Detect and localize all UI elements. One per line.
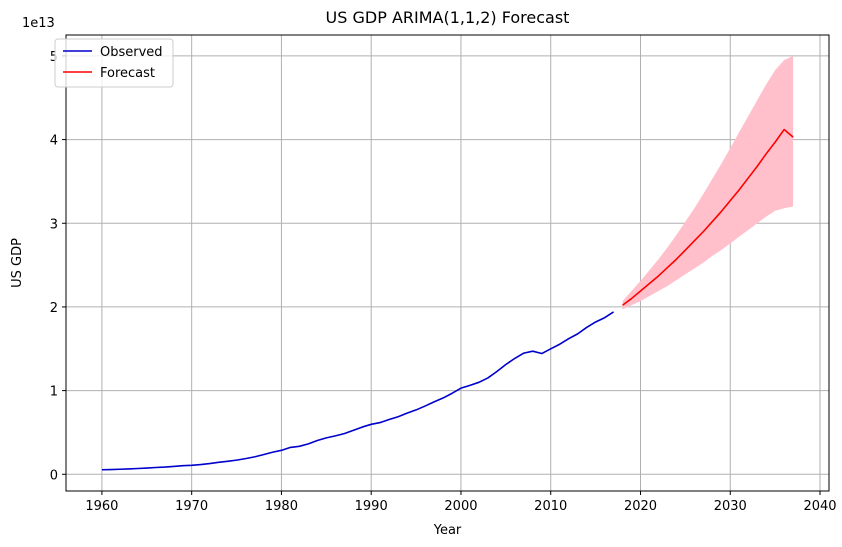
chart-title: US GDP ARIMA(1,1,2) Forecast [326,8,570,27]
x-tick-label: 2000 [444,499,477,514]
confidence-band-layer [622,55,794,310]
y-tick-label: 5 [50,50,58,65]
observed-series-line [101,311,614,471]
forecast-confidence-band [622,55,794,310]
x-tick-label: 2010 [534,499,567,514]
y-tick-label: 2 [50,301,58,316]
legend-label-observed: Observed [100,45,163,60]
y-tick-label: 0 [50,468,58,483]
plot-frame [65,34,830,492]
legend: Observed Forecast [54,38,174,88]
forecast-series-line [622,128,794,306]
legend-label-forecast: Forecast [100,66,155,81]
y-axis-ticks: 0 1 2 3 4 5 [50,50,66,483]
grid [66,35,829,491]
y-axis-offset-label: 1e13 [22,16,55,31]
x-tick-label: 1960 [85,499,118,514]
y-axis-label: US GDP [10,238,25,288]
x-tick-label: 2020 [624,499,657,514]
x-tick-label: 2030 [714,499,747,514]
y-tick-label: 3 [50,217,58,232]
series-layer [101,128,794,471]
y-tick-label: 4 [50,134,58,149]
x-tick-label: 2040 [803,499,836,514]
x-axis-label: Year [433,523,462,538]
x-tick-label: 1990 [355,499,388,514]
x-tick-label: 1970 [175,499,208,514]
x-axis-ticks: 1960 1970 1980 1990 2000 2010 2020 2030 2040 [85,491,837,514]
x-tick-label: 1980 [265,499,298,514]
y-tick-label: 1 [50,385,58,400]
